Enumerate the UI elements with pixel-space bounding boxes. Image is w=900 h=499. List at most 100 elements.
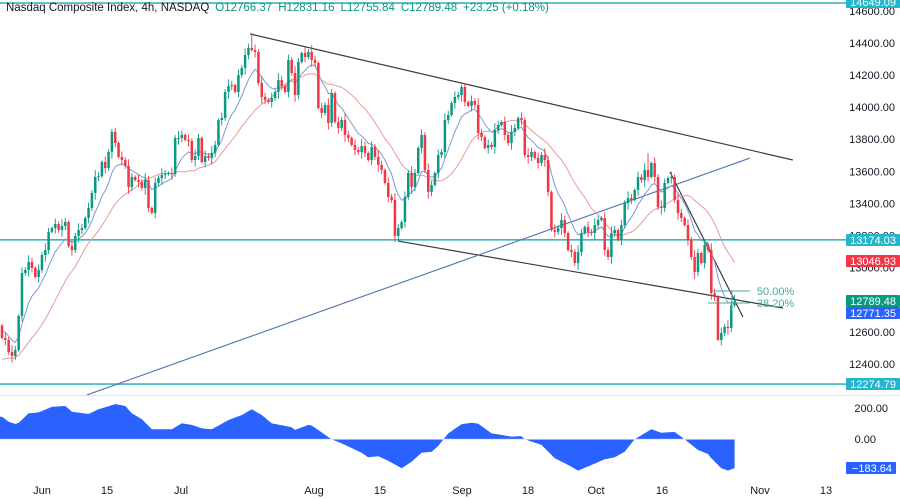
candle [160, 168, 164, 185]
candle [600, 216, 603, 222]
time-scale[interactable] [0, 479, 840, 499]
candle [686, 219, 690, 246]
price-label: 14600.00 [849, 6, 895, 18]
candle [107, 149, 110, 171]
candle [630, 193, 633, 205]
fib-50-label: 50.00% [757, 286, 795, 298]
candle [546, 155, 550, 197]
candle [533, 150, 537, 160]
candle [653, 157, 656, 183]
candle [353, 139, 357, 156]
candle [673, 174, 676, 203]
candle [530, 147, 533, 162]
candle [716, 295, 720, 341]
candle [223, 89, 227, 121]
ohlc-high: H12831.16 [278, 2, 335, 14]
candle [70, 240, 74, 256]
candle [610, 226, 613, 264]
candle [290, 57, 293, 76]
candle [520, 112, 523, 126]
candle [47, 227, 50, 255]
candle [726, 320, 730, 335]
candle [350, 136, 353, 147]
fib-retracement[interactable]: 50.00% 38.20% [707, 286, 795, 312]
candle [570, 244, 573, 258]
candle [343, 113, 347, 142]
level-tag-mid[interactable]: 13174.03 [846, 234, 900, 247]
candle [377, 150, 380, 172]
candle [253, 44, 257, 58]
candle [650, 161, 653, 179]
candle [120, 151, 124, 166]
candle [80, 223, 84, 235]
candle [137, 174, 140, 188]
candle [37, 264, 40, 283]
candle [270, 92, 273, 108]
candles [0, 33, 736, 363]
level-tag-top[interactable]: 14649.09 [846, 0, 900, 9]
oscillator-area [0, 404, 735, 471]
price-label: 12400.00 [849, 359, 895, 371]
candle [560, 213, 563, 235]
candle [390, 194, 393, 203]
candle [656, 174, 660, 210]
candle [313, 55, 317, 68]
symbol-legend[interactable]: Nasdaq Composite Index, 4h, NASDAQ O1276… [6, 1, 549, 15]
candle [24, 267, 27, 276]
candle [67, 220, 70, 248]
rising-trendline[interactable] [86, 157, 751, 395]
candle [233, 83, 237, 94]
candle [177, 131, 180, 145]
candle [680, 208, 683, 223]
level-tag-bottom-text: 12274.79 [850, 379, 896, 391]
oscillator-label: 0.00 [855, 434, 876, 446]
candle [140, 179, 144, 191]
candle [476, 98, 480, 140]
candle [613, 225, 616, 238]
candle [606, 247, 610, 260]
candle [470, 95, 473, 112]
candle [4, 332, 7, 346]
candle [383, 168, 387, 185]
fib-382-label: 38.20% [757, 298, 795, 310]
level-tag-top-text: 14649.09 [850, 0, 896, 9]
candle [550, 190, 553, 232]
candle [180, 130, 184, 143]
candle [173, 135, 177, 177]
candle [400, 220, 403, 230]
candle [20, 267, 24, 322]
candle [450, 101, 453, 117]
upper-channel-line[interactable] [249, 33, 794, 161]
candle [413, 168, 417, 192]
candle [720, 327, 723, 346]
level-tag-bottom[interactable]: 12274.79 [846, 378, 900, 391]
candle [117, 141, 120, 159]
price-scale[interactable] [840, 0, 900, 395]
oscillator-label: 200.00 [854, 403, 888, 415]
candle [483, 135, 487, 150]
candle [670, 171, 673, 184]
candle [317, 61, 320, 110]
candle [436, 149, 440, 179]
price-label: 12600.00 [849, 327, 895, 339]
slow-moving-average-line [1, 73, 736, 361]
candle [213, 140, 217, 158]
candle [370, 141, 373, 166]
candle [287, 54, 290, 98]
candle [513, 123, 517, 137]
candle [170, 167, 174, 180]
candle [100, 160, 104, 178]
candle [187, 134, 190, 147]
ohlc-close: C12789.48 [400, 2, 458, 14]
candle [510, 125, 513, 150]
lower-channel-line[interactable] [397, 240, 783, 309]
candle [143, 173, 147, 195]
time-label: 18 [522, 485, 534, 497]
time-label: 15 [374, 485, 386, 497]
candle [367, 151, 370, 162]
candle [357, 147, 360, 155]
candle [696, 248, 700, 277]
candle [640, 174, 643, 183]
level-tag-mid-text: 13174.03 [850, 235, 896, 247]
